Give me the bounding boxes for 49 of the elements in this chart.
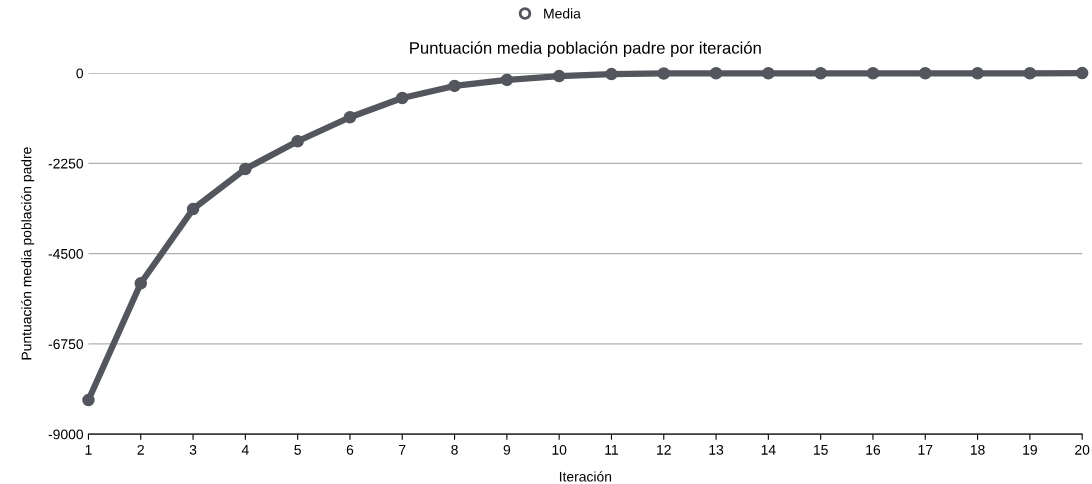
point — [1075, 66, 1089, 80]
x-tick-label: 6 — [346, 444, 354, 455]
point — [500, 73, 514, 87]
point — [343, 110, 357, 124]
y-tick-label: -9000 — [48, 429, 84, 440]
x-tick-label: 9 — [503, 444, 511, 455]
point — [239, 162, 252, 176]
x-tick-label: 12 — [657, 444, 671, 455]
x-tick-label: 3 — [189, 444, 197, 455]
y-axis-title: Puntuación media población padre — [21, 147, 35, 360]
x-tick-label: 13 — [709, 444, 724, 455]
point — [709, 67, 723, 80]
point — [1023, 67, 1037, 80]
x-tick-label: 7 — [399, 445, 406, 455]
point — [814, 67, 827, 80]
point — [866, 67, 880, 80]
legend-label: Media — [544, 8, 581, 19]
point — [605, 67, 618, 81]
y-tick-label: -6750 — [48, 339, 84, 350]
point — [448, 79, 461, 93]
x-tick-label: 17 — [918, 445, 933, 455]
point — [971, 67, 984, 80]
point — [762, 67, 775, 80]
point — [291, 135, 304, 148]
x-axis-title: Iteración — [559, 471, 612, 482]
x-tick-label: 14 — [761, 445, 776, 455]
point — [552, 69, 566, 83]
point — [396, 91, 409, 105]
y-tick-label: -2250 — [48, 158, 84, 169]
point — [186, 202, 200, 216]
x-tick-label: 2 — [137, 444, 144, 455]
x-tick-label: 20 — [1075, 444, 1090, 455]
point — [134, 277, 148, 290]
point — [657, 67, 671, 80]
point — [919, 67, 932, 80]
x-tick-label: 8 — [451, 444, 458, 455]
x-tick-label: 15 — [814, 445, 828, 455]
point — [82, 393, 95, 407]
x-tick-label: 11 — [605, 445, 618, 455]
x-tick-label: 10 — [552, 444, 567, 455]
chart-title: Puntuación media población padre por iteración — [410, 41, 761, 58]
y-tick-label: 0 — [76, 68, 84, 79]
x-tick-label: 5 — [294, 445, 301, 455]
x-tick-label: 19 — [1023, 444, 1037, 455]
x-tick-label: 1 — [85, 445, 92, 455]
x-tick-label: 16 — [866, 444, 881, 455]
y-tick-label: -4500 — [48, 248, 84, 259]
x-tick-label: 18 — [970, 444, 985, 455]
x-tick-label: 4 — [241, 445, 249, 455]
